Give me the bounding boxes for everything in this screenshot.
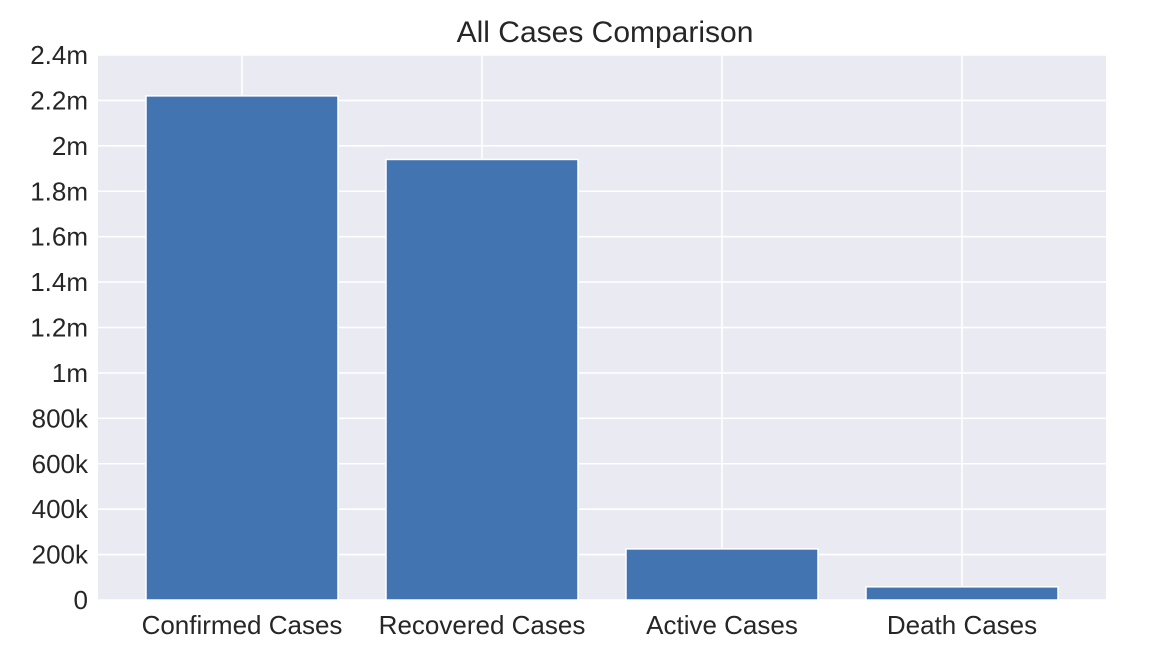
y-tick-label: 600k — [32, 449, 89, 479]
y-tick-label: 800k — [32, 403, 89, 433]
x-axis-ticks: Confirmed Cases Recovered Cases Active Cas… — [142, 610, 1038, 640]
x-tick-label: Active Cases — [646, 610, 798, 640]
y-tick-label: 2.4m — [30, 40, 88, 70]
chart-title: All Cases Comparison — [457, 16, 754, 49]
y-axis-ticks: 0 200k 400k 600k 800k 1m 1.2m 1.4m 1.6m 1.8m 2m 2.2… — [30, 40, 89, 615]
y-tick-label: 2m — [52, 131, 88, 161]
y-tick-label: 1.2m — [30, 313, 88, 343]
y-tick-label: 1.4m — [30, 267, 88, 297]
y-tick-label: 2.2m — [30, 85, 88, 115]
y-tick-label: 0 — [74, 585, 88, 615]
x-tick-label: Recovered Cases — [379, 610, 586, 640]
bar-death-cases — [865, 586, 1059, 601]
bar-recovered-cases — [385, 158, 579, 601]
y-tick-label: 400k — [32, 494, 89, 524]
x-tick-label: Death Cases — [887, 610, 1037, 640]
bar-active-cases — [625, 548, 819, 601]
y-tick-label: 200k — [32, 540, 89, 570]
y-tick-label: 1m — [52, 358, 88, 388]
y-tick-label: 1.6m — [30, 222, 88, 252]
x-tick-label: Confirmed Cases — [142, 610, 343, 640]
bar-confirmed-cases — [145, 95, 339, 601]
bars — [145, 95, 1059, 601]
y-tick-label: 1.8m — [30, 176, 88, 206]
